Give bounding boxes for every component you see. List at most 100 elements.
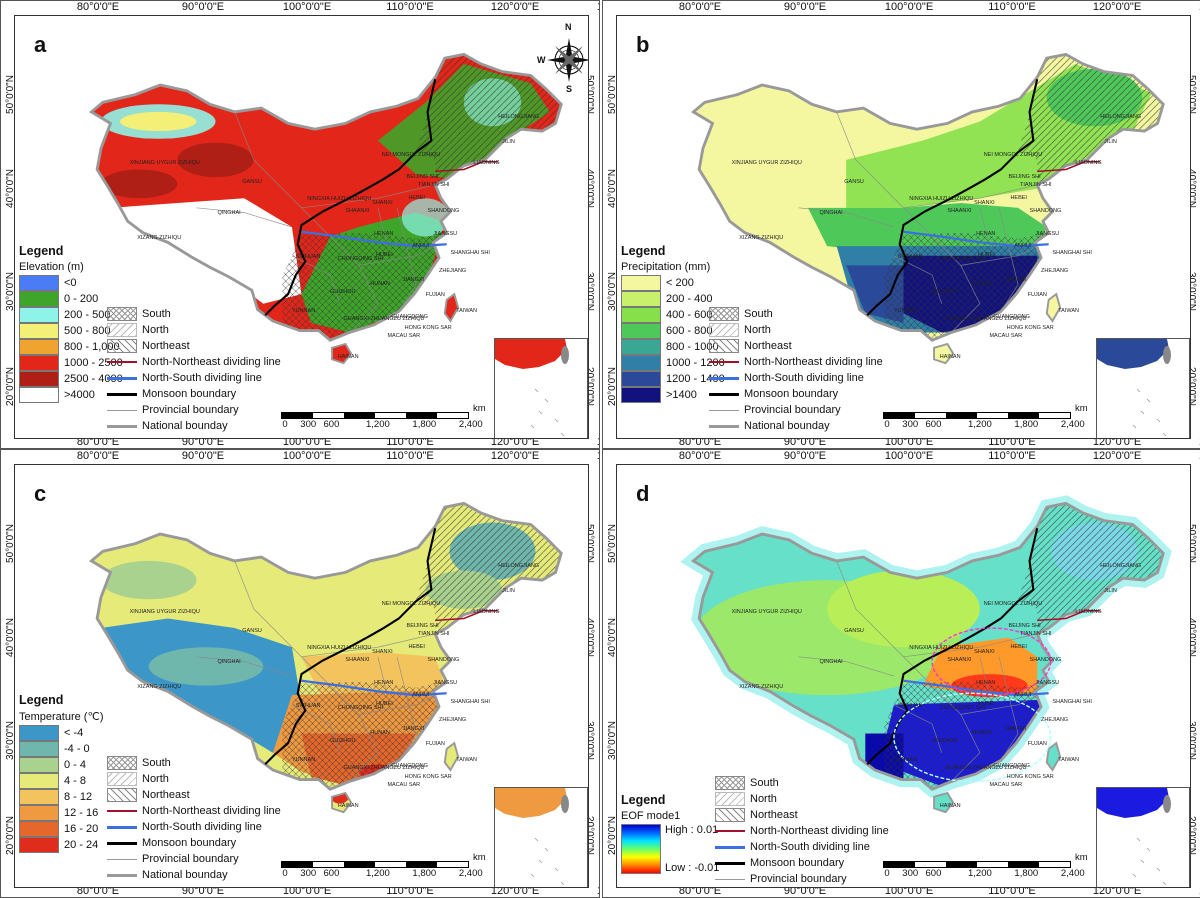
map-b bbox=[690, 52, 1165, 365]
province-label: HUNAN bbox=[370, 280, 390, 287]
legend-swatch bbox=[19, 355, 59, 371]
province-label: GANSU bbox=[242, 628, 262, 635]
south-china-sea-inset bbox=[494, 338, 588, 438]
zone-hatch-icon bbox=[709, 307, 739, 321]
scale-tick: 1,800 bbox=[1014, 419, 1039, 430]
province-label: MACAU SAR bbox=[989, 781, 1023, 788]
province-label: HUBEI bbox=[977, 252, 995, 259]
province-label: HONG KONG SAR bbox=[1006, 325, 1054, 332]
legend-class-label: <0 bbox=[64, 277, 77, 289]
legend-class-label: >1400 bbox=[666, 389, 697, 401]
province-label: HEILONGJIANG bbox=[498, 562, 540, 569]
province-label: GANSU bbox=[242, 179, 262, 186]
line-symbol-icon bbox=[107, 825, 137, 829]
line-legend-item: North-Northeast dividing line bbox=[107, 354, 281, 370]
lon-label-top: 120°0'0"E bbox=[1092, 1, 1142, 13]
legend-class-label: 16 - 20 bbox=[64, 823, 99, 835]
legend-swatch bbox=[621, 291, 661, 307]
province-label: HEBEI bbox=[408, 643, 425, 650]
map-c bbox=[88, 501, 563, 814]
lon-label-bottom: 110°0'0"E bbox=[988, 885, 1036, 897]
legend-title: Legend bbox=[621, 244, 666, 258]
province-label: ZHEJIANG bbox=[1041, 267, 1069, 274]
line-legend-item: Provincial boundary bbox=[107, 402, 281, 418]
boundary-legend: South North Northeast North-Northeast divid… bbox=[107, 306, 281, 434]
line-legend-item: North-South dividing line bbox=[715, 839, 889, 855]
province-label: TAIWAN bbox=[456, 756, 477, 763]
legend-swatch bbox=[621, 339, 661, 355]
lon-label-top: 90°0'0"E bbox=[783, 450, 827, 462]
zone-legend-item: Northeast bbox=[107, 787, 281, 803]
legend-class: 400 - 600 bbox=[621, 307, 725, 323]
zone-hatch-icon bbox=[715, 776, 745, 790]
scale-tick: 1,200 bbox=[967, 868, 992, 879]
province-label: ZHEJIANG bbox=[1041, 716, 1069, 723]
lon-label-bottom: 100°0'0"E bbox=[282, 436, 332, 448]
province-label: XINJIANG UYGUR ZIZHIQU bbox=[129, 160, 200, 166]
legend-swatch bbox=[621, 355, 661, 371]
scale-tick: 2,400 bbox=[458, 419, 483, 430]
province-label: HENAN bbox=[374, 231, 394, 238]
legend-class: 0 - 200 bbox=[19, 291, 123, 307]
province-label: SHANDONG bbox=[427, 657, 460, 663]
legend-class-label: 800 - 1,000 bbox=[64, 341, 120, 353]
legend-swatch bbox=[19, 323, 59, 339]
province-label: HEBEI bbox=[1010, 194, 1027, 201]
line-symbol-icon bbox=[107, 841, 137, 845]
line-legend-label: Provincial boundary bbox=[142, 853, 239, 865]
north-south-dividing-line bbox=[301, 679, 447, 697]
province-label: HUNAN bbox=[972, 280, 992, 287]
legend-class-label: 1000 - 1200 bbox=[666, 357, 725, 369]
scale-unit: km bbox=[473, 403, 486, 414]
province-label: GANSU bbox=[844, 179, 864, 186]
scale-tick: 0 bbox=[282, 868, 288, 879]
legend-swatch bbox=[19, 805, 59, 821]
line-legend-item: North-South dividing line bbox=[709, 370, 883, 386]
lon-label-bottom: 110°0'0"E bbox=[386, 436, 434, 448]
boundary-legend: South North Northeast North-Northeast divid… bbox=[709, 306, 883, 434]
line-legend-label: North-Northeast dividing line bbox=[142, 805, 281, 817]
legend-class: 500 - 800 bbox=[19, 323, 123, 339]
legend-class: 12 - 16 bbox=[19, 805, 104, 821]
line-legend-label: National bounday bbox=[142, 869, 228, 881]
variable-legend: Legend EOF mode1 High : 0.01 Low : -0.01 bbox=[621, 793, 719, 874]
legend-class: >1400 bbox=[621, 387, 725, 403]
legend-class: 200 - 400 bbox=[621, 291, 725, 307]
legend-class: 800 - 1000 bbox=[621, 339, 725, 355]
legend-swatch bbox=[19, 725, 59, 741]
boundary-legend: South North Northeast North-Northeast divid… bbox=[715, 775, 889, 887]
lon-label-bottom: 80°0'0"E bbox=[76, 885, 120, 897]
province-label: SHANXI bbox=[372, 200, 393, 207]
zone-legend-item: North bbox=[715, 791, 889, 807]
province-label: JILIN bbox=[1104, 138, 1117, 145]
province-label: GUIZHOU bbox=[330, 737, 356, 744]
legend-class: 16 - 20 bbox=[19, 821, 104, 837]
lon-label-top: 120°0'0"E bbox=[490, 1, 540, 13]
province-label: SICHUAN bbox=[897, 254, 923, 261]
line-legend-item: National bounday bbox=[107, 418, 281, 434]
legend-class-label: >4000 bbox=[64, 389, 95, 401]
province-label: TIANJIN SHI bbox=[1020, 182, 1052, 189]
map-frame: XINJIANG UYGUR ZIZHIQU XIZANG ZIZHIQU QING… bbox=[616, 15, 1191, 439]
lon-label-bottom: 100°0'0"E bbox=[884, 436, 934, 448]
line-symbol-icon bbox=[107, 361, 137, 363]
scale-tick: 1,800 bbox=[412, 868, 437, 879]
province-label: SICHUAN bbox=[897, 703, 923, 710]
province-label: SHANXI bbox=[974, 649, 995, 656]
province-label: GUIZHOU bbox=[932, 288, 958, 295]
province-label: CHONGQING SHI bbox=[939, 256, 986, 262]
legend-class: 200 - 500 bbox=[19, 307, 123, 323]
scale-tick: 2,400 bbox=[1060, 419, 1085, 430]
province-label: HAINAN bbox=[337, 353, 359, 360]
north-south-dividing-line bbox=[301, 230, 447, 248]
lon-label-top: 80°0'0"E bbox=[76, 450, 120, 462]
zone-legend-label: South bbox=[750, 777, 779, 789]
lon-label-bottom: 120°0'0"E bbox=[490, 436, 540, 448]
map-frame: XINJIANG UYGUR ZIZHIQU XIZANG ZIZHIQU QING… bbox=[14, 15, 589, 439]
south-china-sea-inset bbox=[1096, 787, 1190, 887]
scale-tick: 300 bbox=[902, 868, 919, 879]
scale-tick: 600 bbox=[925, 868, 942, 879]
scale-tick: 2,400 bbox=[458, 868, 483, 879]
line-legend-label: Monsoon boundary bbox=[142, 837, 237, 849]
scale-tick: 600 bbox=[925, 419, 942, 430]
